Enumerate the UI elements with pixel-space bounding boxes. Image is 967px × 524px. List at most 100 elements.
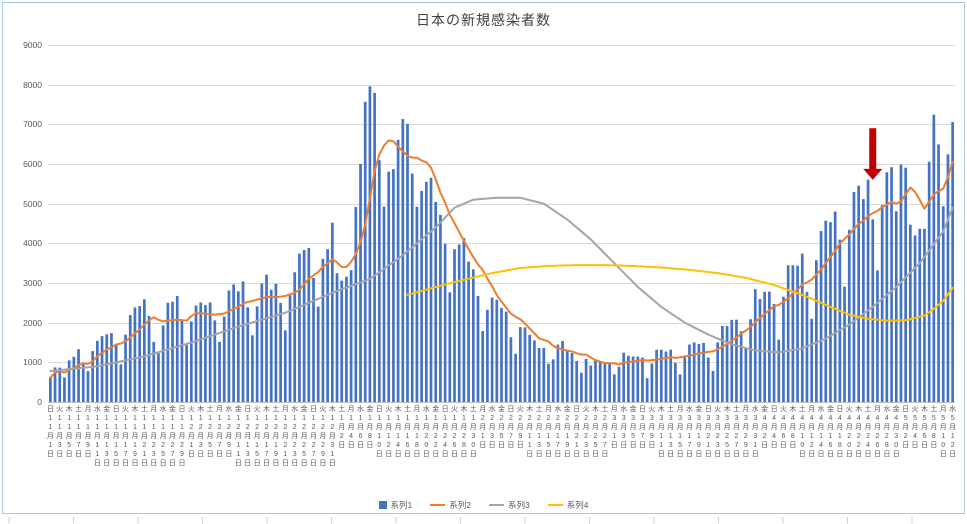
bar	[110, 333, 113, 402]
bar	[246, 307, 250, 402]
bar	[514, 353, 517, 402]
bar	[91, 351, 94, 402]
bar	[551, 359, 555, 402]
red-down-arrow-annotation[interactable]	[863, 128, 883, 180]
y-axis-label: 5000	[23, 199, 42, 209]
bar	[561, 341, 564, 402]
bar	[49, 377, 52, 402]
legend-item-series4[interactable]: 系列4	[547, 499, 589, 511]
bar	[321, 258, 325, 402]
bar	[636, 356, 640, 402]
bar	[716, 342, 720, 402]
legend-swatch-line-icon	[547, 503, 563, 507]
line-series-2[interactable]	[49, 139, 954, 379]
bar	[457, 244, 461, 402]
bar	[617, 366, 621, 402]
bar	[251, 335, 254, 402]
bar	[63, 377, 66, 402]
bar	[847, 229, 851, 402]
bar	[659, 349, 663, 402]
legend-item-series2[interactable]: 系列2	[430, 499, 471, 511]
y-axis-label: 6000	[23, 159, 42, 169]
line-series-4[interactable]	[406, 264, 954, 322]
legend-label: 系列4	[566, 500, 589, 510]
bar	[95, 340, 99, 402]
legend-swatch-line-icon	[489, 503, 504, 507]
bar	[481, 330, 485, 402]
bar	[537, 347, 541, 402]
bar	[274, 283, 278, 402]
legend-label: 系列3	[508, 500, 530, 510]
bar	[204, 305, 207, 402]
bar	[119, 364, 123, 402]
bar	[490, 297, 494, 402]
bar	[232, 284, 235, 402]
bar	[810, 318, 814, 402]
bar	[528, 334, 532, 402]
legend-item-series3[interactable]: 系列3	[489, 499, 530, 511]
bar	[598, 361, 602, 402]
bar	[523, 327, 527, 402]
bar	[307, 248, 311, 402]
bar	[627, 355, 630, 402]
bar	[777, 339, 781, 402]
bar	[749, 319, 752, 402]
bar	[298, 253, 301, 402]
bar	[862, 199, 865, 402]
bar-series-1[interactable]	[49, 86, 954, 403]
bar	[739, 331, 743, 402]
line-series-3[interactable]	[49, 196, 954, 373]
bar	[894, 211, 898, 402]
bar	[326, 249, 329, 402]
bar	[138, 306, 141, 402]
chart-title[interactable]: 日本の新規感染者数	[416, 12, 551, 28]
bar	[392, 169, 395, 402]
bar	[702, 342, 705, 402]
bar	[354, 207, 358, 402]
bar	[260, 283, 264, 402]
legend-label: 系列2	[449, 500, 471, 510]
bar	[152, 341, 156, 402]
bar	[443, 243, 447, 402]
bar	[589, 365, 593, 402]
legend-item-series1[interactable]: 系列1	[378, 499, 412, 511]
bar	[946, 154, 950, 402]
bar	[594, 359, 597, 402]
legend-swatch-line-icon	[430, 503, 446, 507]
bar	[335, 273, 339, 402]
bar	[857, 185, 861, 402]
bar	[105, 334, 109, 402]
bar	[833, 211, 837, 402]
bar	[791, 265, 795, 402]
y-axis-label: 4000	[23, 238, 42, 248]
bar	[871, 219, 875, 402]
legend-swatch-bar-icon	[378, 501, 387, 509]
